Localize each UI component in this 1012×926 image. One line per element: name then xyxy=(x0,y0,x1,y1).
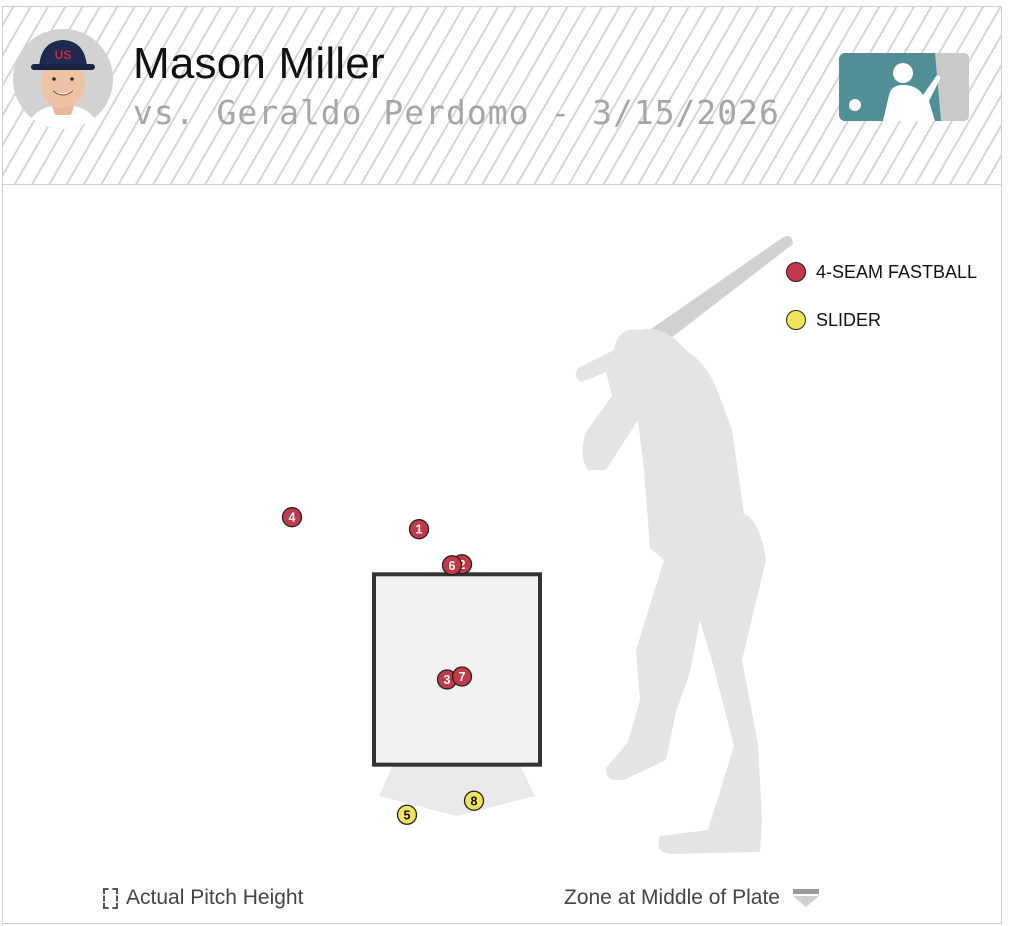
avatar-image: US xyxy=(13,29,113,129)
legend-item-slider: SLIDER xyxy=(786,307,881,333)
pitch-dot xyxy=(281,507,303,528)
legend-swatch-slider xyxy=(786,310,806,330)
home-plate xyxy=(379,753,535,816)
legend-item-fastball: 4-SEAM FASTBALL xyxy=(786,259,977,285)
pitch-number-label: 5 xyxy=(404,808,411,822)
bat xyxy=(628,236,793,362)
pitch-marker-1[interactable]: 1 xyxy=(408,519,430,540)
dashed-box-icon xyxy=(103,887,118,909)
batter-body xyxy=(575,329,766,855)
league-logo xyxy=(839,53,969,121)
pitch-number-label: 4 xyxy=(289,511,296,525)
header-banner: US Mason Miller vs. Geraldo Perdomo - 3/… xyxy=(3,7,1001,185)
actual-pitch-height-label: Actual Pitch Height xyxy=(126,886,304,909)
chart-layer: 12345678 xyxy=(281,507,542,825)
zone-middle-plate-label: Zone at Middle of Plate xyxy=(564,886,780,909)
pitch-marker-8[interactable]: 8 xyxy=(463,790,485,811)
pitcher-name: Mason Miller xyxy=(133,39,385,88)
pitch-number-label: 8 xyxy=(471,794,478,808)
legend-label-fastball: 4-SEAM FASTBALL xyxy=(816,261,978,282)
zone-middle-plate-toggle[interactable]: Zone at Middle of Plate xyxy=(564,886,820,910)
pitch-marker-6[interactable]: 6 xyxy=(441,555,463,576)
pitch-marker-4[interactable]: 4 xyxy=(281,507,303,528)
pitch-marker-7[interactable]: 7 xyxy=(451,666,473,687)
legend-swatch-fastball xyxy=(786,262,806,282)
chart-frame: US Mason Miller vs. Geraldo Perdomo - 3/… xyxy=(2,6,1002,924)
pitch-number-label: 1 xyxy=(416,523,423,537)
pitch-dot xyxy=(441,555,463,576)
pitch-dot xyxy=(451,666,473,687)
pitcher-avatar: US xyxy=(13,29,113,129)
pitch-number-label: 6 xyxy=(449,559,456,573)
svg-text:US: US xyxy=(55,48,72,62)
pitch-dot xyxy=(463,790,485,811)
pitch-marker-5[interactable]: 5 xyxy=(396,804,418,825)
matchup-line: vs. Geraldo Perdomo - 3/15/2026 xyxy=(133,93,780,132)
batter-silhouette xyxy=(575,236,793,855)
pitch-number-label: 3 xyxy=(444,673,451,687)
pitch-number-label: 7 xyxy=(459,670,466,684)
pitch-dot xyxy=(396,804,418,825)
actual-pitch-height-toggle[interactable]: Actual Pitch Height xyxy=(103,886,303,910)
pitch-dot xyxy=(408,519,430,540)
plate-wedge-icon xyxy=(792,889,819,907)
legend-label-slider: SLIDER xyxy=(816,309,882,330)
